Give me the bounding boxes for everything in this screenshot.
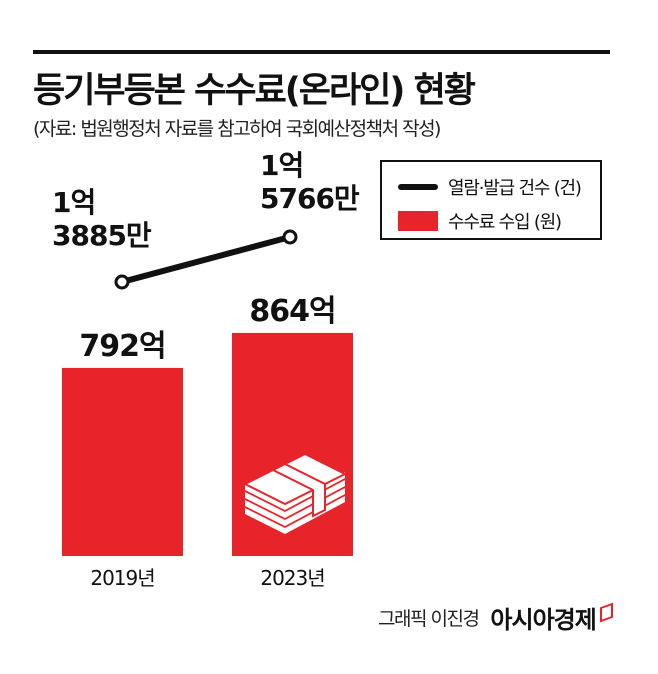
count-value-label: 5766만 <box>260 182 360 215</box>
bar-value-label: 864억 <box>249 294 335 329</box>
count-value-label: 3885만 <box>52 219 152 252</box>
count-value-label: 1억 <box>260 149 303 182</box>
brand-mark-icon <box>599 602 613 623</box>
bar-2019년 <box>62 367 183 556</box>
count-line <box>119 234 293 285</box>
legend-item-count: 열람·발급 건수 (건) <box>398 174 582 200</box>
red-box-icon <box>398 211 438 231</box>
line-marker-icon <box>398 184 438 190</box>
bar-value-label: 792억 <box>79 329 165 364</box>
count-value-label: 1억 <box>52 186 95 219</box>
legend-label: 열람·발급 건수 (건) <box>448 178 582 199</box>
x-tick-label: 2023년 <box>260 566 324 590</box>
top-rule <box>33 50 610 54</box>
brand-logo: 아시아경제 <box>490 606 596 634</box>
legend-label: 수수료 수입 (원) <box>448 212 562 233</box>
chart-source: (자료: 법원행정처 자료를 참고하여 국회예산정책처 작성) <box>33 118 441 140</box>
legend: 열람·발급 건수 (건) 수수료 수입 (원) <box>380 160 602 240</box>
footer: 그래픽 이진경 아시아경제 <box>378 600 613 635</box>
money-stack-icon <box>242 452 348 534</box>
count-point <box>282 229 298 245</box>
bar-2023년 <box>232 332 353 556</box>
x-tick-label: 2019년 <box>90 566 154 590</box>
legend-item-revenue: 수수료 수입 (원) <box>398 208 562 234</box>
graphic-credit: 그래픽 이진경 <box>378 608 480 630</box>
count-point <box>114 274 130 290</box>
chart-title: 등기부등본 수수료(온라인) 현황 <box>33 71 476 111</box>
